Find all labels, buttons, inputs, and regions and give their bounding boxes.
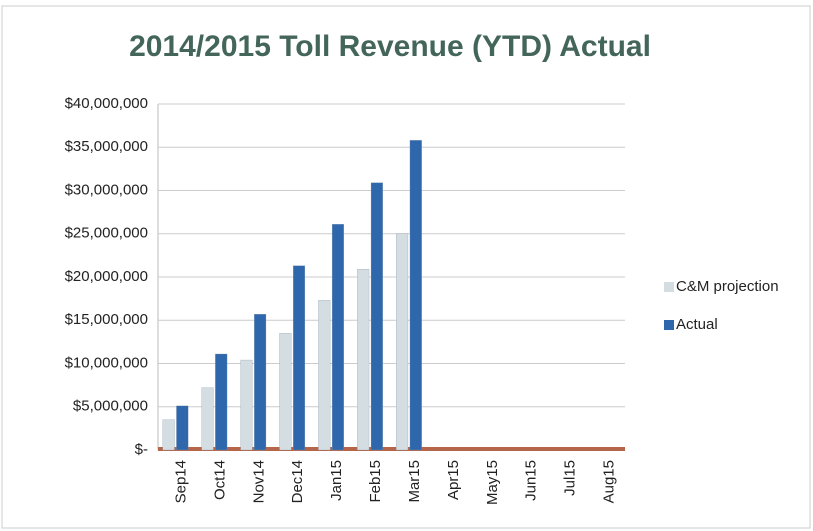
chart-title: 2014/2015 Toll Revenue (YTD) Actual [129, 30, 651, 63]
x-tick-label: Jul15 [562, 460, 579, 496]
bar [176, 405, 189, 451]
bar [331, 224, 344, 451]
legend-swatch [664, 282, 674, 292]
x-tick-label: Aug15 [601, 460, 618, 503]
y-tick-label: $20,000,000 [65, 268, 148, 285]
y-tick-label: $- [135, 441, 148, 458]
legend-label: Actual [676, 316, 718, 333]
x-tick-label: Jun15 [523, 460, 540, 501]
x-tick-label: Apr15 [445, 460, 462, 500]
x-tick-label: Mar15 [406, 460, 423, 503]
bar [162, 419, 175, 451]
bar [409, 140, 422, 451]
x-tick-label: Jan15 [328, 460, 345, 501]
bar [254, 314, 267, 451]
bar [240, 359, 253, 451]
x-tick-label: Sep14 [172, 460, 189, 503]
bar [215, 353, 228, 451]
x-tick-label: Feb15 [367, 460, 384, 503]
floor [158, 447, 625, 451]
x-tick-label: May15 [484, 460, 501, 505]
bar [357, 269, 370, 451]
bar [279, 333, 292, 451]
x-tick-label: Oct14 [211, 460, 228, 500]
bar [370, 182, 383, 451]
bar [318, 300, 331, 451]
y-tick-label: $30,000,000 [65, 181, 148, 198]
y-tick-label: $5,000,000 [73, 398, 148, 415]
bar [201, 387, 214, 451]
y-tick-label: $40,000,000 [65, 95, 148, 112]
bar [293, 265, 306, 451]
y-tick-label: $25,000,000 [65, 225, 148, 242]
y-tick-label: $10,000,000 [65, 354, 148, 371]
y-tick-label: $15,000,000 [65, 311, 148, 328]
x-tick-label: Dec14 [289, 460, 306, 503]
legend-swatch [664, 320, 674, 330]
x-tick-label: Nov14 [250, 460, 267, 503]
y-tick-label: $35,000,000 [65, 138, 148, 155]
legend-label: C&M projection [676, 278, 779, 295]
bar [396, 233, 409, 451]
